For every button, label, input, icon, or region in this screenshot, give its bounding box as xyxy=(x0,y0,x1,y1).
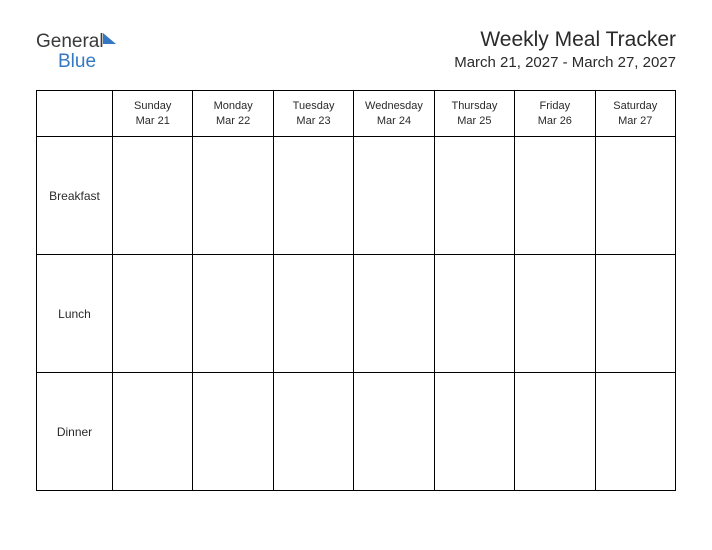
page-header: General Blue Weekly Meal Tracker March 2… xyxy=(36,28,676,72)
meal-label-lunch: Lunch xyxy=(37,255,113,373)
cell-dinner-wed xyxy=(354,373,434,491)
day-header-sat: Saturday Mar 27 xyxy=(595,91,675,137)
meal-row-lunch: Lunch xyxy=(37,255,676,373)
cell-dinner-sat xyxy=(595,373,675,491)
day-header-fri: Friday Mar 26 xyxy=(515,91,595,137)
cell-breakfast-fri xyxy=(515,137,595,255)
cell-lunch-fri xyxy=(515,255,595,373)
cell-lunch-sun xyxy=(113,255,193,373)
cell-lunch-wed xyxy=(354,255,434,373)
meal-row-dinner: Dinner xyxy=(37,373,676,491)
meal-row-breakfast: Breakfast xyxy=(37,137,676,255)
page-title: Weekly Meal Tracker xyxy=(454,28,676,52)
cell-breakfast-mon xyxy=(193,137,273,255)
day-header-tue: Tuesday Mar 23 xyxy=(273,91,353,137)
day-header-sun: Sunday Mar 21 xyxy=(113,91,193,137)
logo: General Blue xyxy=(36,28,118,72)
day-header-wed: Wednesday Mar 24 xyxy=(354,91,434,137)
cell-breakfast-tue xyxy=(273,137,353,255)
cell-lunch-thu xyxy=(434,255,514,373)
header-row: Sunday Mar 21 Monday Mar 22 Tuesday Mar … xyxy=(37,91,676,137)
cell-dinner-sun xyxy=(113,373,193,491)
day-header-thu: Thursday Mar 25 xyxy=(434,91,514,137)
logo-text-blue: Blue xyxy=(36,51,96,72)
cell-lunch-sat xyxy=(595,255,675,373)
meal-label-breakfast: Breakfast xyxy=(37,137,113,255)
cell-lunch-mon xyxy=(193,255,273,373)
cell-breakfast-sat xyxy=(595,137,675,255)
logo-sail-icon xyxy=(102,32,118,51)
title-block: Weekly Meal Tracker March 21, 2027 - Mar… xyxy=(454,28,676,71)
logo-text: General Blue xyxy=(36,32,118,72)
meal-tracker-table: Sunday Mar 21 Monday Mar 22 Tuesday Mar … xyxy=(36,90,676,491)
cell-dinner-mon xyxy=(193,373,273,491)
cell-dinner-thu xyxy=(434,373,514,491)
cell-breakfast-wed xyxy=(354,137,434,255)
cell-lunch-tue xyxy=(273,255,353,373)
cell-dinner-fri xyxy=(515,373,595,491)
cell-breakfast-thu xyxy=(434,137,514,255)
cell-dinner-tue xyxy=(273,373,353,491)
day-header-mon: Monday Mar 22 xyxy=(193,91,273,137)
cell-breakfast-sun xyxy=(113,137,193,255)
logo-text-general: General xyxy=(36,31,104,52)
meal-label-dinner: Dinner xyxy=(37,373,113,491)
date-range: March 21, 2027 - March 27, 2027 xyxy=(454,54,676,71)
corner-cell xyxy=(37,91,113,137)
